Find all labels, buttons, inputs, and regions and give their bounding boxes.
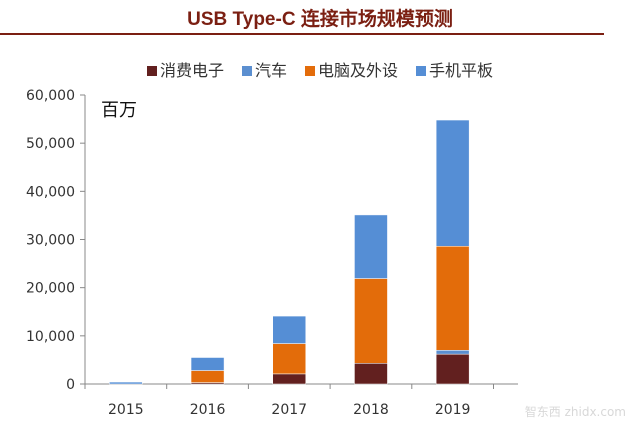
legend-item: 消费电子 [146, 57, 224, 81]
legend-swatch [241, 66, 252, 76]
unit-label: 百万 [101, 100, 137, 121]
bar-segment [354, 363, 388, 385]
chart-title: USB Type-C 连接市场规模预测 [187, 9, 453, 30]
bar-segment [272, 373, 306, 385]
bar-segment [354, 278, 388, 364]
y-tick-label: 10,000 [26, 329, 75, 345]
x-tick-label: 2016 [190, 402, 226, 418]
watermark: 智东西 zhidx.com [524, 405, 626, 419]
legend-label: 电脑及外设 [318, 61, 399, 80]
legend-label: 消费电子 [159, 61, 224, 80]
y-tick-label: 20,000 [26, 281, 75, 297]
x-tick-label: 2018 [353, 402, 389, 418]
x-tick-label: 2019 [435, 402, 471, 418]
bar-segment [272, 343, 306, 375]
y-tick-label: 40,000 [26, 184, 75, 200]
x-tick-label: 2017 [271, 402, 307, 418]
bar-segment [354, 214, 388, 279]
bar-segment [272, 315, 306, 344]
legend-item: 电脑及外设 [305, 57, 398, 81]
bar-segment [435, 353, 470, 385]
legend-label: 汽车 [254, 61, 287, 80]
x-tick-label: 2015 [108, 402, 144, 418]
bar-segment [435, 350, 470, 355]
legend-swatch [146, 66, 157, 76]
legend: 消费电子 汽车 电脑及外设 手机平板 [0, 57, 640, 81]
y-tick-label: 0 [66, 377, 75, 393]
y-tick-label: 50,000 [26, 136, 75, 152]
title-rule [0, 33, 604, 35]
legend-swatch [416, 66, 427, 76]
bar-segment [435, 119, 470, 247]
bar-segment [190, 357, 225, 371]
legend-label: 手机平板 [429, 61, 494, 80]
y-tick-label: 60,000 [26, 88, 75, 104]
y-tick-label: 30,000 [26, 233, 75, 249]
bar-segment [190, 370, 225, 383]
legend-item: 汽车 [241, 57, 287, 81]
legend-swatch [305, 66, 315, 76]
legend-item: 手机平板 [416, 57, 493, 81]
bar-segment [109, 381, 143, 385]
bar-segment [435, 245, 470, 351]
